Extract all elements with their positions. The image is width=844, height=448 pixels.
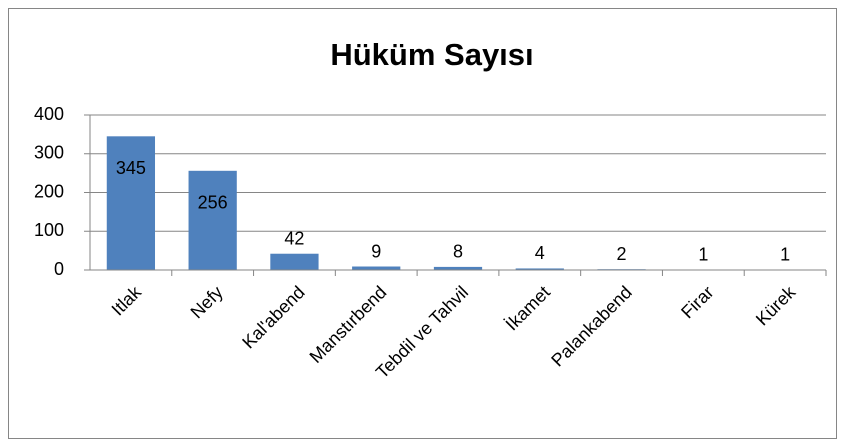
data-label: 8 [453, 242, 463, 262]
bar [270, 253, 319, 270]
bar [515, 268, 564, 270]
bar [352, 266, 401, 270]
data-label: 42 [284, 228, 304, 248]
bar [433, 266, 483, 270]
y-tick-label: 100 [34, 220, 64, 240]
y-tick-label: 200 [34, 181, 64, 201]
chart-title: Hüküm Sayısı [330, 37, 533, 72]
data-label: 1 [698, 244, 708, 264]
data-label: 345 [116, 158, 146, 178]
bar [188, 170, 237, 270]
y-tick-label: 400 [34, 104, 64, 124]
data-label: 256 [198, 193, 228, 213]
data-label: 9 [371, 241, 381, 261]
data-label: 4 [535, 243, 545, 263]
data-label: 2 [617, 244, 627, 264]
data-label: 1 [780, 244, 790, 264]
bar [106, 136, 156, 270]
y-tick-label: 300 [34, 143, 64, 163]
y-tick-label: 0 [54, 259, 64, 279]
